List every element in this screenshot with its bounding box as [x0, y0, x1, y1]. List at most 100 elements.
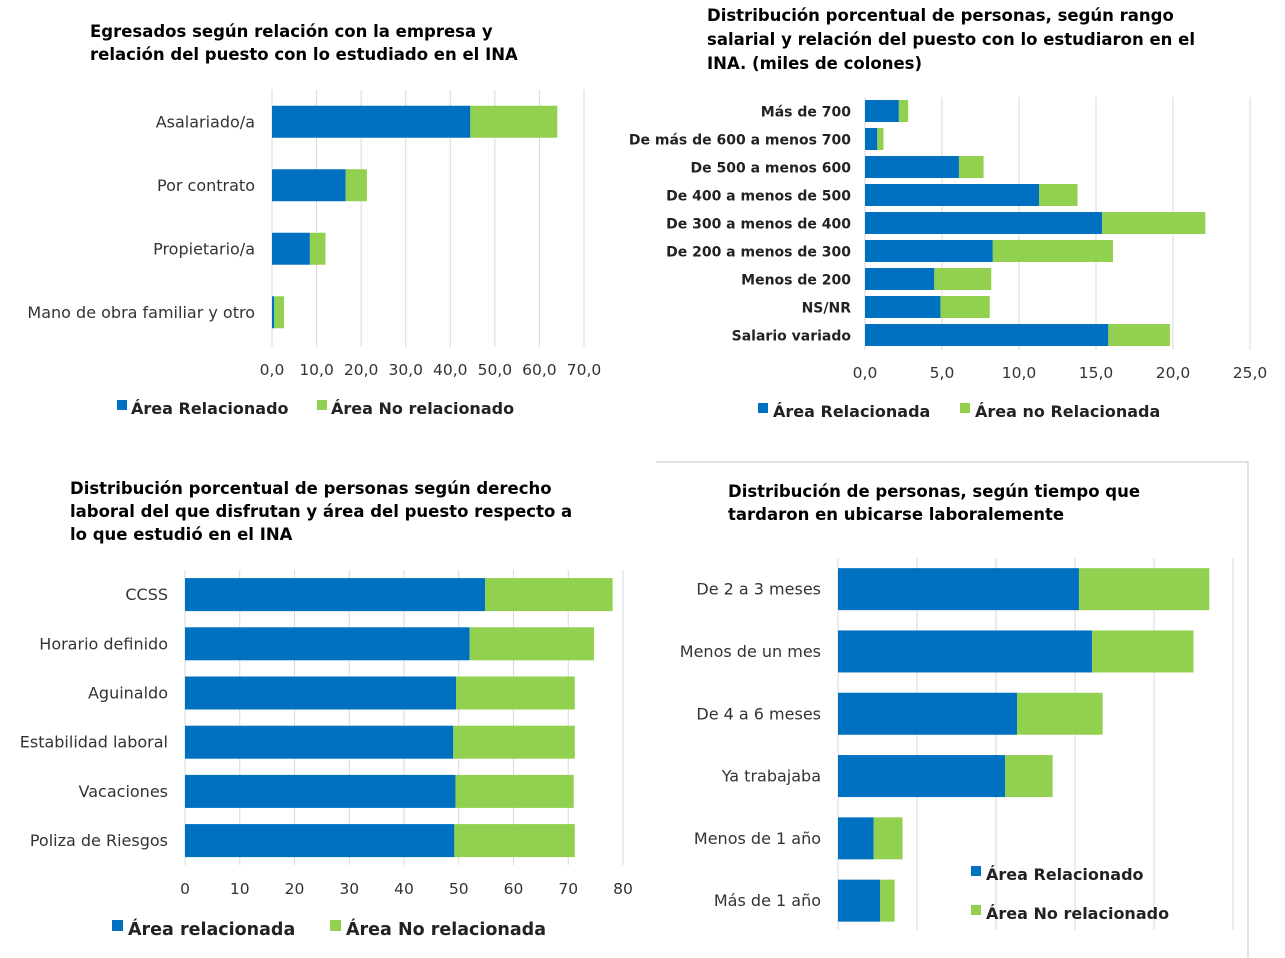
chart-3-legend-swatch	[330, 920, 341, 931]
chart-4-title-line: tardaron en ubicarse laboralemente	[728, 505, 1064, 524]
chart-1-bar-related	[272, 232, 310, 265]
chart-4-bar-not-related	[1017, 692, 1103, 735]
chart-1-title-line: relación del puesto con lo estudiado en …	[90, 45, 518, 64]
chart-3-bar-not-related	[454, 824, 575, 858]
chart-3-legend-label: Área relacionada	[128, 918, 295, 940]
chart-3-title-line: laboral del que disfrutan y área del pue…	[70, 502, 572, 521]
chart-2-bar-not-related	[958, 156, 984, 178]
chart-4: Distribución de personas, según tiempo q…	[680, 482, 1234, 930]
chart-4-bar-related	[838, 879, 881, 922]
chart-3-category-label: Estabilidad laboral	[20, 733, 168, 752]
chart-2-bar-related	[865, 212, 1103, 234]
chart-3-bar-not-related	[456, 676, 575, 710]
chart-4-legend-swatch	[971, 905, 981, 915]
chart-2-tick-label: 10,0	[1002, 364, 1037, 382]
chart-3-tick-label: 20	[285, 880, 305, 898]
chart-3-tick-label: 50	[449, 880, 469, 898]
chart-2-bar-not-related	[898, 100, 909, 122]
chart-3-bar-related	[185, 627, 470, 661]
chart-1-tick-label: 0,0	[260, 361, 285, 379]
chart-3-category-label: Aguinaldo	[88, 684, 168, 703]
chart-2-title-line: salarial y relación del puesto con lo es…	[707, 30, 1195, 49]
chart-2: Distribución porcentual de personas, seg…	[629, 6, 1267, 421]
chart-1-legend-swatch	[317, 400, 327, 410]
chart-4-legend-label: Área Relacionado	[986, 865, 1144, 884]
chart-2-tick-label: 20,0	[1156, 364, 1191, 382]
chart-2-bar-related	[865, 128, 878, 150]
chart-4-category-label: Ya trabajaba	[721, 767, 821, 786]
chart-2-bar-related	[865, 268, 935, 290]
chart-1-category-label: Asalariado/a	[156, 112, 255, 131]
chart-4-bar-not-related	[873, 817, 903, 860]
chart-2-category-label: Menos de 200	[741, 273, 851, 289]
chart-2-category-label: NS/NR	[802, 301, 852, 317]
chart-1-legend-swatch	[117, 400, 127, 410]
chart-2-bar-related	[865, 156, 959, 178]
chart-1-bar-not-related	[309, 232, 326, 265]
chart-3-bar-not-related	[455, 774, 574, 808]
chart-3-category-label: CCSS	[125, 585, 168, 604]
chart-1-legend-label: Área No relacionado	[331, 399, 514, 418]
chart-2-bar-not-related	[934, 268, 992, 290]
chart-3-category-label: Poliza de Riesgos	[30, 831, 168, 850]
chart-3-legend-swatch	[112, 920, 123, 931]
chart-4-legend-label: Área No relacionado	[986, 904, 1169, 923]
chart-4-category-label: Menos de un mes	[680, 642, 821, 661]
chart-4-bar-related	[838, 630, 1093, 673]
chart-3-bar-related	[185, 725, 454, 759]
chart-4-category-label: De 4 a 6 meses	[696, 704, 821, 723]
chart-3-tick-label: 10	[230, 880, 250, 898]
chart-3-legend-label: Área No relacionada	[346, 918, 546, 940]
chart-1-tick-label: 70,0	[567, 361, 602, 379]
chart-3-bar-not-related	[485, 578, 613, 612]
chart-3-bar-related	[185, 578, 486, 612]
chart-2-category-label: De 500 a menos 600	[690, 161, 851, 177]
chart-2-bar-related	[865, 184, 1040, 206]
chart-3-category-label: Horario definido	[39, 634, 168, 653]
chart-2-tick-label: 25,0	[1233, 364, 1268, 382]
chart-3-category-label: Vacaciones	[79, 782, 168, 801]
chart-4-bar-not-related	[1005, 755, 1053, 798]
chart-3-tick-label: 80	[613, 880, 633, 898]
chart-2-tick-label: 5,0	[930, 364, 955, 382]
chart-3-tick-label: 40	[394, 880, 414, 898]
chart-3-tick-label: 30	[339, 880, 359, 898]
chart-2-category-label: De 200 a menos de 300	[666, 245, 851, 261]
chart-1-category-label: Por contrato	[157, 176, 255, 195]
chart-4-category-label: Más de 1 año	[714, 891, 821, 910]
chart-4-bar-related	[838, 692, 1018, 735]
chart-2-bar-related	[865, 324, 1109, 346]
chart-1-bar-not-related	[470, 105, 558, 138]
chart-1-tick-label: 20,0	[344, 361, 379, 379]
chart-4-bar-not-related	[880, 879, 895, 922]
chart-4-bar-related	[838, 817, 874, 860]
chart-2-legend-swatch	[960, 403, 970, 413]
chart-4-title-line: Distribución de personas, según tiempo q…	[728, 482, 1140, 501]
chart-2-legend-label: Área no Relacionada	[975, 402, 1160, 421]
chart-2-bar-related	[865, 100, 899, 122]
chart-1-tick-label: 50,0	[478, 361, 513, 379]
chart-1-tick-label: 30,0	[388, 361, 423, 379]
chart-1-bar-related	[272, 105, 471, 138]
chart-3-tick-label: 60	[504, 880, 524, 898]
chart-2-bar-related	[865, 296, 941, 318]
chart-1-bar-not-related	[274, 296, 285, 329]
chart-3-bar-related	[185, 824, 455, 858]
chart-1-bar-related	[272, 169, 346, 202]
chart-2-legend-swatch	[758, 403, 768, 413]
chart-3-title-line: lo que estudió en el INA	[70, 525, 293, 544]
chart-1-tick-label: 40,0	[433, 361, 468, 379]
chart-1-tick-label: 10,0	[299, 361, 334, 379]
chart-2-tick-label: 15,0	[1079, 364, 1114, 382]
chart-2-title-line: Distribución porcentual de personas, seg…	[707, 6, 1174, 25]
chart-2-category-label: Salario variado	[732, 329, 852, 345]
chart-2-bar-not-related	[940, 296, 990, 318]
chart-2-category-label: De más de 600 a menos 700	[629, 133, 851, 149]
chart-1-title-line: Egresados según relación con la empresa …	[90, 22, 493, 41]
chart-3: Distribución porcentual de personas segú…	[20, 479, 633, 940]
chart-1-bar-not-related	[345, 169, 367, 202]
chart-2-bar-not-related	[992, 240, 1113, 262]
chart-1: Egresados según relación con la empresa …	[27, 22, 601, 418]
chart-1-bar-related	[272, 296, 275, 329]
